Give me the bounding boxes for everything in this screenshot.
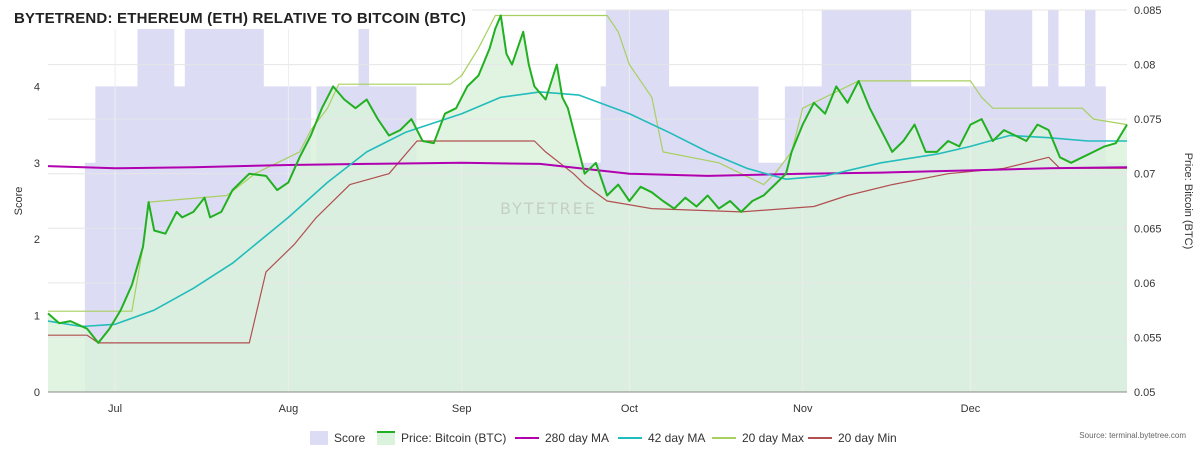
right-axis-tick: 0.07 bbox=[1134, 169, 1155, 181]
chart-title: BYTETREND: ETHEREUM (ETH) RELATIVE TO BI… bbox=[8, 8, 473, 29]
left-axis-title: Score bbox=[13, 187, 25, 216]
right-axis-tick: 0.065 bbox=[1134, 223, 1162, 235]
axes: 0 1 2 3 4 0.05 0.055 0.06 0.065 0.07 0.075 0.08 0.08… bbox=[13, 5, 1194, 415]
legend-item-ma42[interactable]: 42 day MA bbox=[618, 430, 705, 446]
legend-label: 20 day Max bbox=[742, 431, 805, 445]
right-axis-tick: 0.08 bbox=[1134, 60, 1155, 72]
ma280-line bbox=[47, 161, 1128, 177]
legend-item-min20[interactable]: 20 day Min bbox=[808, 430, 897, 446]
right-axis-tick: 0.085 bbox=[1134, 5, 1162, 17]
legend-swatch bbox=[310, 431, 328, 445]
left-axis-tick: 3 bbox=[34, 158, 40, 170]
x-axis-tick: Jul bbox=[108, 403, 122, 415]
series-lines bbox=[47, 14, 1128, 344]
legend-label: 20 day Min bbox=[838, 431, 897, 445]
x-axis-tick: Aug bbox=[279, 403, 299, 415]
right-axis-tick: 0.05 bbox=[1134, 387, 1155, 399]
x-axis-tick: Sep bbox=[452, 403, 472, 415]
left-axis-tick: 1 bbox=[34, 311, 40, 323]
legend-swatch bbox=[515, 437, 539, 439]
watermark: BYTETREE bbox=[500, 199, 597, 218]
right-axis-tick: 0.055 bbox=[1134, 332, 1162, 344]
price-area bbox=[48, 15, 1127, 392]
x-axis-tick: Dec bbox=[961, 403, 981, 415]
min20-line bbox=[48, 140, 1127, 344]
legend: Score Price: Bitcoin (BTC) 280 day MA 42 da… bbox=[0, 430, 1200, 446]
ma42-line bbox=[47, 91, 1127, 328]
x-axis-tick: Oct bbox=[621, 403, 638, 415]
left-axis-tick: 0 bbox=[34, 387, 40, 399]
x-axis-tick: Nov bbox=[793, 403, 813, 415]
legend-swatch bbox=[377, 431, 395, 445]
price-area-fill bbox=[48, 15, 1127, 392]
left-axis-tick: 2 bbox=[34, 234, 40, 246]
max20-line bbox=[48, 14, 1128, 312]
legend-swatch bbox=[618, 437, 642, 439]
legend-item-price[interactable]: Price: Bitcoin (BTC) bbox=[377, 430, 506, 446]
legend-label: Score bbox=[334, 431, 366, 445]
price-line bbox=[47, 14, 1128, 344]
legend-label: 42 day MA bbox=[648, 431, 706, 445]
legend-item-max20[interactable]: 20 day Max bbox=[712, 430, 804, 446]
legend-item-ma280[interactable]: 280 day MA bbox=[515, 430, 609, 446]
right-axis-tick: 0.075 bbox=[1134, 114, 1162, 126]
legend-swatch bbox=[712, 437, 736, 439]
source-note: Source: terminal.bytetree.com bbox=[1079, 431, 1186, 440]
left-axis-tick: 4 bbox=[34, 81, 40, 93]
right-axis-title: Price: Bitcoin (BTC) bbox=[1182, 153, 1194, 250]
legend-item-score[interactable]: Score bbox=[310, 430, 365, 446]
legend-label: Price: Bitcoin (BTC) bbox=[401, 431, 507, 445]
legend-label: 280 day MA bbox=[545, 431, 610, 445]
right-axis-tick: 0.06 bbox=[1134, 278, 1155, 290]
legend-swatch bbox=[808, 437, 832, 439]
